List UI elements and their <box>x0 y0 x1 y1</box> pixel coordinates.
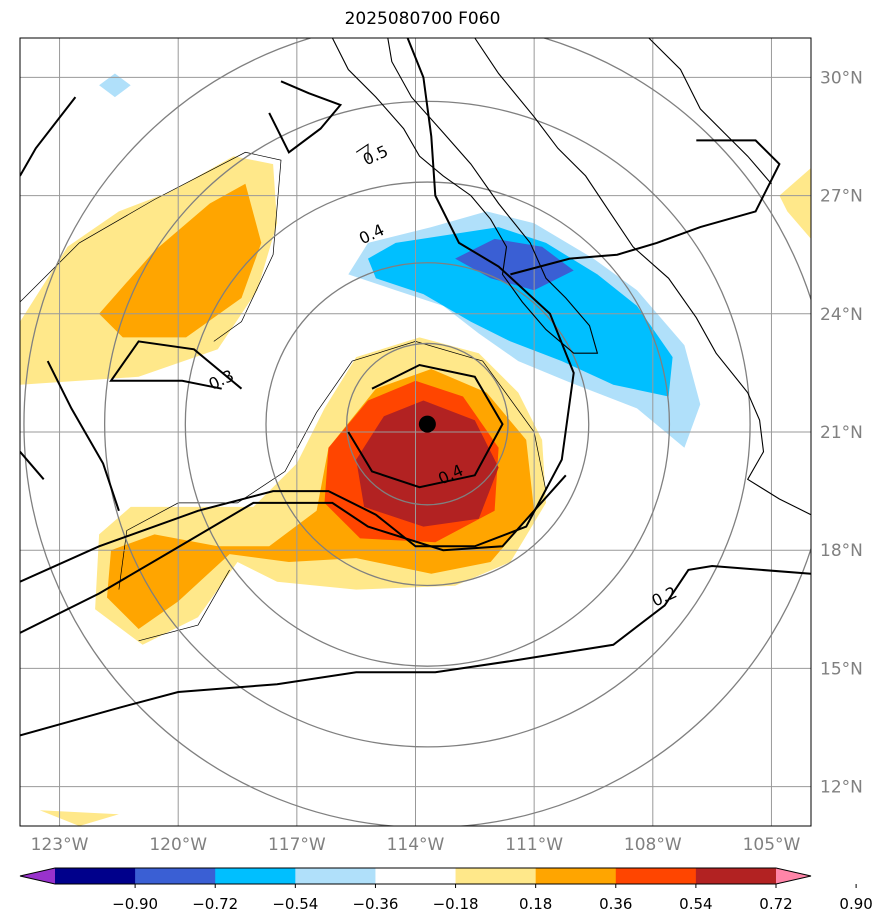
contour-7 <box>510 139 781 276</box>
colorbar-segment <box>215 868 296 884</box>
colorbar-tick-label: 0.36 <box>599 895 632 913</box>
lon-tick-label: 123°W <box>31 835 89 855</box>
coastline-2 <box>648 38 772 185</box>
colorbar-segment <box>55 868 136 884</box>
contour-label-2: 0.3 <box>206 366 237 394</box>
lat-tick-label: 24°N <box>820 305 863 325</box>
thin-outline-0 <box>20 151 282 342</box>
colorbar-tick-label: −0.90 <box>112 895 158 913</box>
colorbar-outline <box>19 867 812 885</box>
contour-6 <box>268 80 343 154</box>
contour-label-4: 0.2 <box>649 583 680 611</box>
range-ring-1 <box>265 262 590 587</box>
storm-center-marker <box>418 415 436 433</box>
colorbar-segment <box>455 868 537 884</box>
range-ring-0 <box>346 342 509 506</box>
colorbar-extend-high <box>776 868 811 884</box>
colorbar-segment <box>695 868 777 884</box>
contour-9 <box>20 451 45 480</box>
fill-sw-corner <box>39 810 119 826</box>
colorbar-tick-label: 0.18 <box>519 895 552 913</box>
lat-tick-label: 30°N <box>820 68 863 88</box>
fill-neg-small <box>99 73 131 98</box>
contour-1 <box>20 474 567 634</box>
colorbar-tick-label: −0.72 <box>192 895 238 913</box>
lon-tick-label: 105°W <box>743 835 801 855</box>
lon-tick-label: 117°W <box>268 835 326 855</box>
lon-tick-label: 111°W <box>505 835 563 855</box>
thin-outline-1 <box>118 341 547 590</box>
fill-neg-036 <box>368 227 673 397</box>
map-frame <box>19 37 812 827</box>
colorbar-segment <box>135 868 216 884</box>
colorbar-tick-label: −0.36 <box>352 895 398 913</box>
colorbar-segment <box>375 868 457 884</box>
fill-ne-036 <box>779 168 811 239</box>
contour-4 <box>109 340 243 390</box>
colorbar-tick-label: −0.54 <box>272 895 318 913</box>
coastline-0 <box>331 38 599 354</box>
lat-tick-label: 18°N <box>820 541 863 561</box>
contour-3 <box>347 363 504 489</box>
colorbar-segment <box>295 868 376 884</box>
lat-tick-label: 15°N <box>820 659 863 679</box>
coastline-1 <box>474 38 811 516</box>
fill-neg-054 <box>455 238 574 291</box>
colorbar-tick-label: −0.18 <box>433 895 479 913</box>
contour-label-0: 0.5 <box>360 141 391 169</box>
thin-outline-2 <box>138 569 230 642</box>
colorbar-segment <box>615 868 697 884</box>
contour-2 <box>20 564 811 737</box>
lat-tick-label: 12°N <box>820 778 863 798</box>
lon-tick-label: 108°W <box>624 835 682 855</box>
contour-0 <box>20 38 575 583</box>
colorbar-extend-low <box>20 868 55 884</box>
lat-tick-label: 21°N <box>820 423 863 443</box>
chart-title: 2025080700 F060 <box>344 9 501 29</box>
coastline-3 <box>355 143 369 161</box>
contour-5 <box>20 96 77 177</box>
colorbar-tick-label: 0.72 <box>759 895 792 913</box>
range-ring-4 <box>23 38 811 826</box>
colorbar-tick-label: 0.54 <box>679 895 712 913</box>
colorbar-segment <box>535 868 617 884</box>
lat-tick-label: 27°N <box>820 187 863 207</box>
lon-tick-label: 120°W <box>149 835 207 855</box>
contour-8 <box>46 360 120 512</box>
colorbar-tick-label: 0.90 <box>839 895 872 913</box>
lon-tick-label: 114°W <box>387 835 445 855</box>
range-ring-2 <box>184 181 671 667</box>
